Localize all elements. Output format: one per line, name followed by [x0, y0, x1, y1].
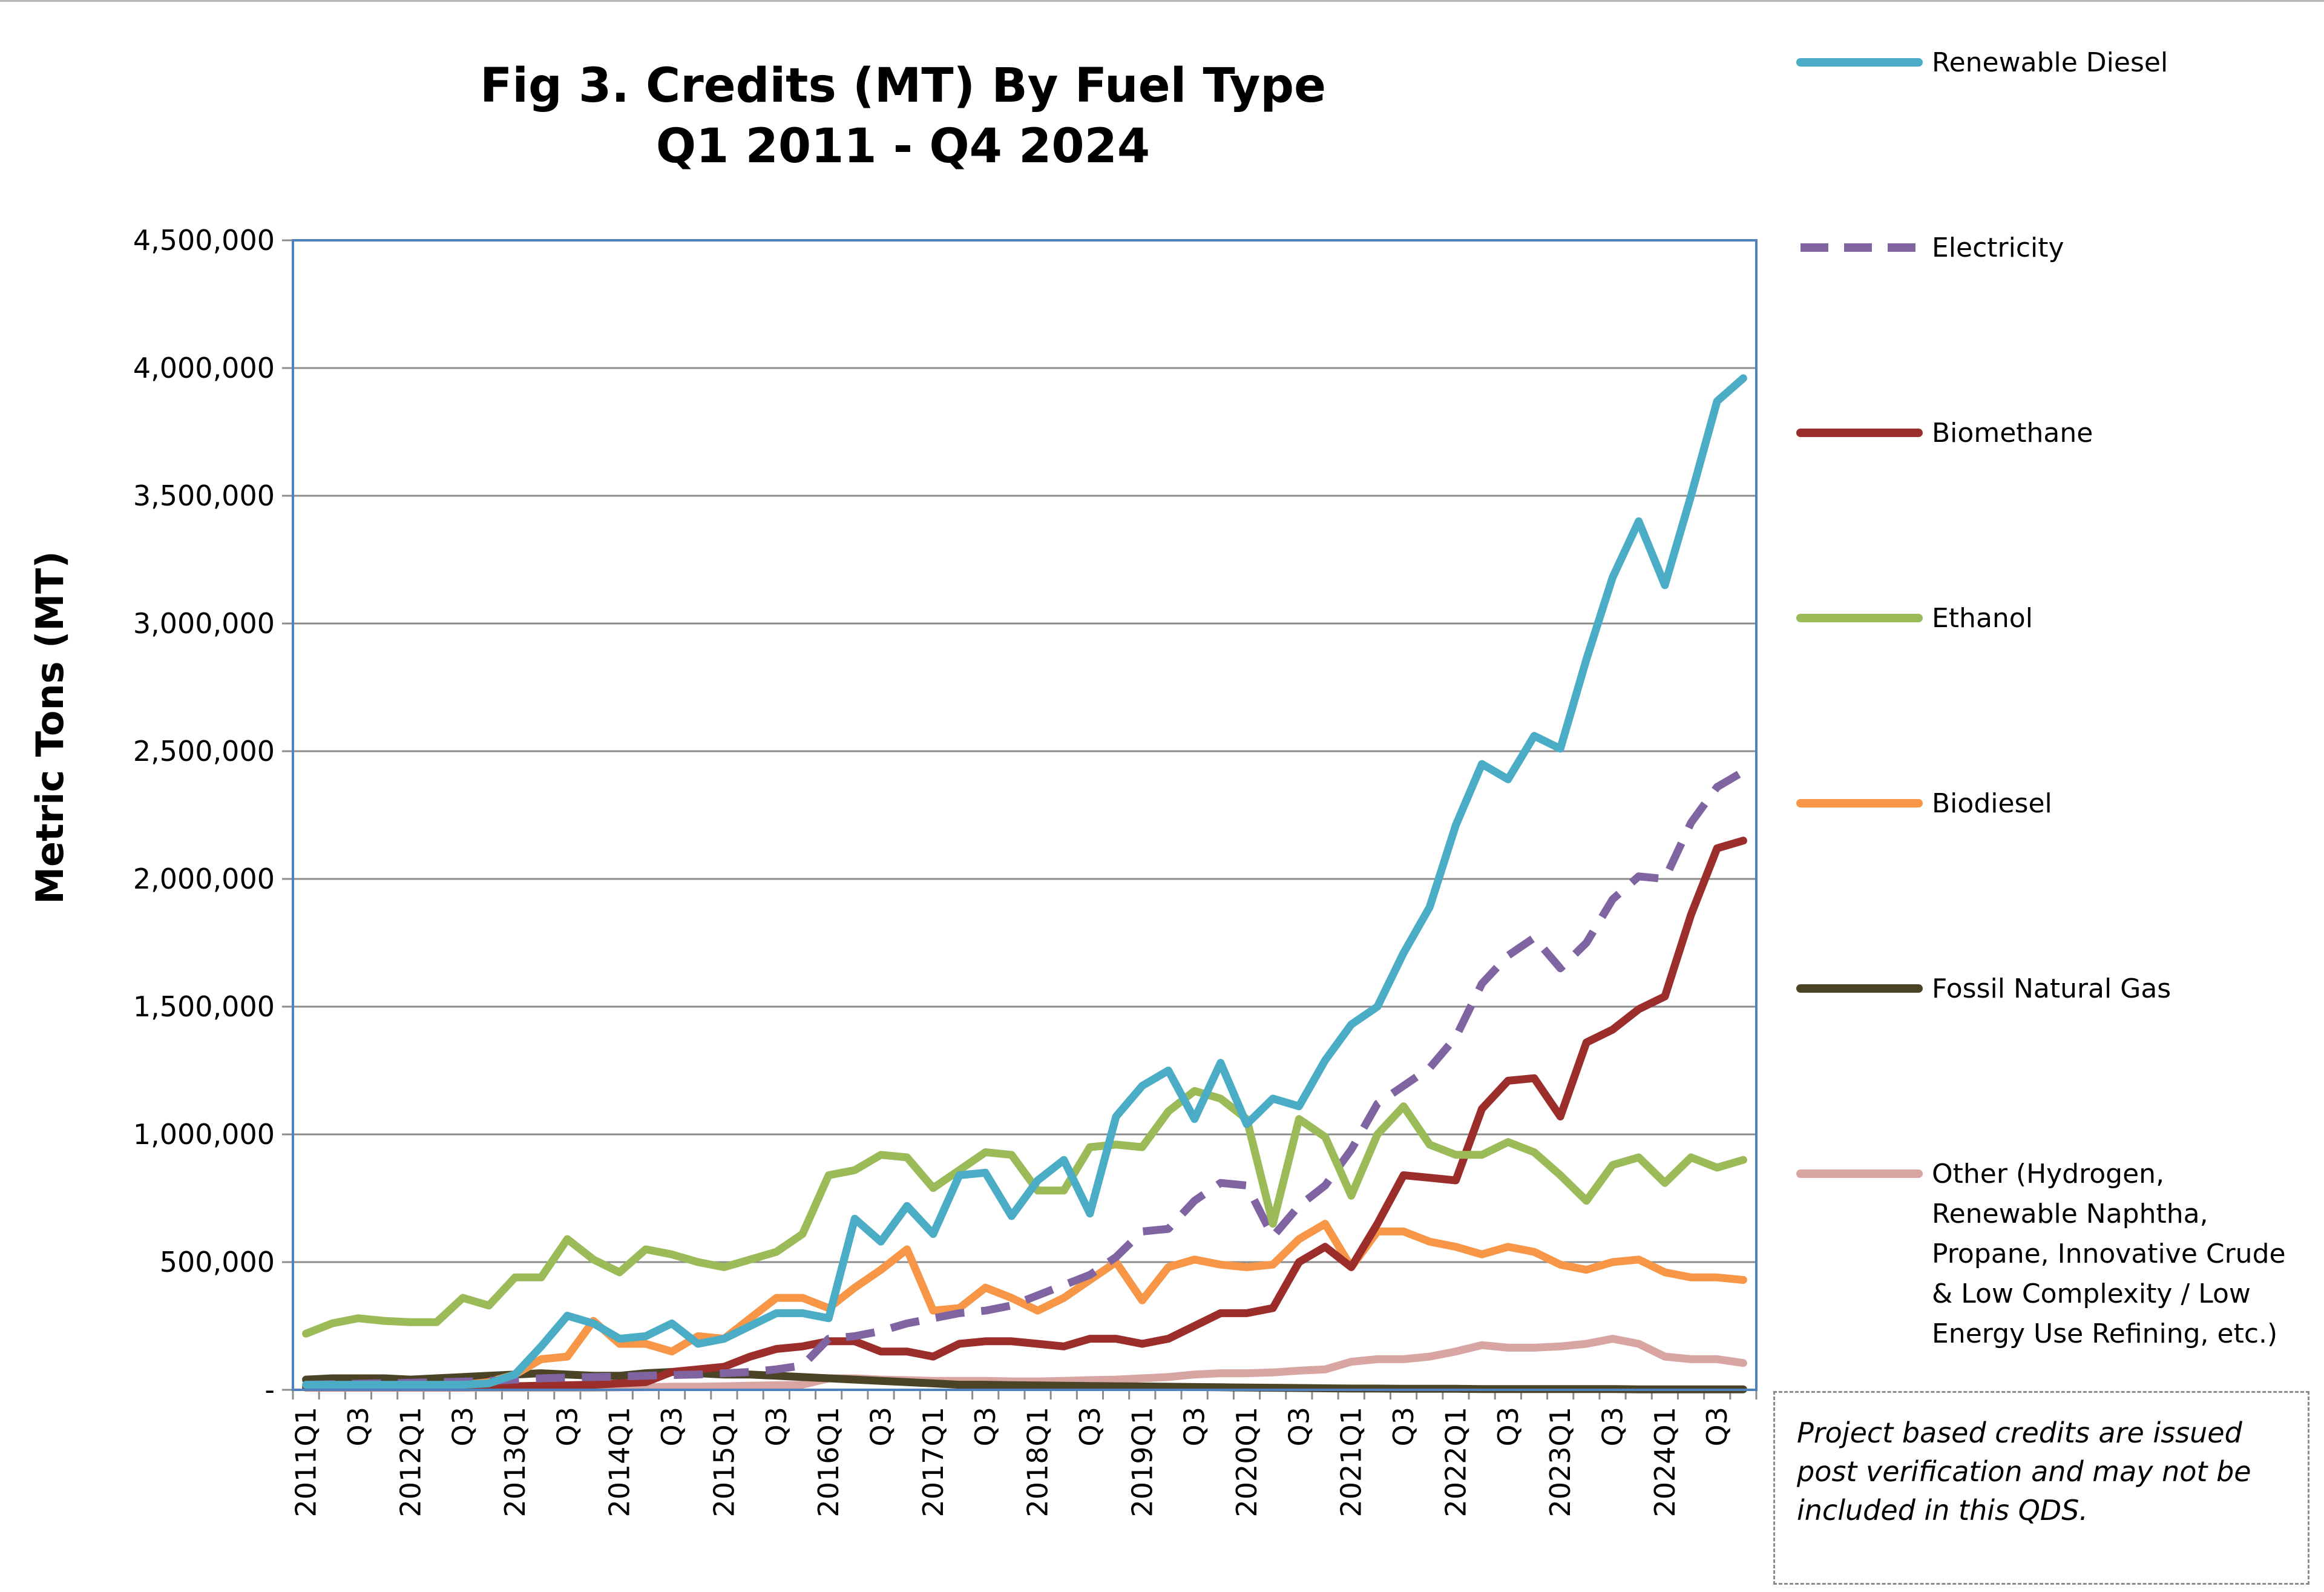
- x-tick-label: 2018Q1: [1022, 1407, 1054, 1518]
- gridlines: [293, 367, 1756, 1263]
- y-tick-label: 3,500,000: [133, 479, 275, 512]
- x-tick-label: Q3: [447, 1407, 479, 1446]
- series-line-ethanol: [302, 1087, 1747, 1338]
- x-tick-label: 2016Q1: [812, 1407, 845, 1518]
- note-line-3: included in this QDS.: [1797, 1494, 2089, 1527]
- legend-label: Other (Hydrogen,: [1932, 1159, 2164, 1189]
- plot-area-border: [292, 239, 1758, 1391]
- legend-label: Ethanol: [1932, 603, 2033, 634]
- legend: Renewable Diesel Electricity Biomethane Eth…: [1796, 47, 2286, 1349]
- x-tick-label: 2017Q1: [917, 1407, 950, 1518]
- y-tick-label: 1,500,000: [133, 990, 275, 1023]
- legend-label: Electricity: [1932, 232, 2064, 263]
- x-tick-label: 2015Q1: [707, 1407, 740, 1518]
- y-tick-label: 4,500,000: [133, 224, 275, 257]
- legend-label: Biomethane: [1932, 418, 2093, 449]
- x-tick-label: Q3: [342, 1407, 375, 1446]
- x-tick-label: Q3: [655, 1407, 688, 1446]
- x-tick-label: 2020Q1: [1230, 1407, 1263, 1518]
- series-lines: [302, 374, 1747, 1393]
- x-tick-label: Q3: [551, 1407, 583, 1446]
- x-tick-label: Q3: [1074, 1407, 1106, 1446]
- y-axis-ticks: - 500,000 1,000,000 1,500,000 2,000,000 2,500…: [133, 224, 293, 1406]
- x-tick-label: 2022Q1: [1439, 1407, 1472, 1518]
- y-tick-label: 500,000: [160, 1246, 275, 1278]
- legend-label: Energy Use Refining, etc.): [1932, 1318, 2277, 1349]
- x-tick-label: 2021Q1: [1335, 1407, 1368, 1518]
- x-tick-label: 2019Q1: [1126, 1407, 1158, 1518]
- y-tick-label: 3,000,000: [133, 607, 275, 640]
- x-axis-ticks: 2011Q1 Q3 2012Q1 Q3 2013Q1 Q3 2014Q1 Q3 2015Q1 Q3…: [290, 1390, 1758, 1518]
- x-tick-label: Q3: [1387, 1407, 1420, 1446]
- y-axis-label: Metric Tons (MT): [28, 551, 72, 904]
- x-tick-label: 2024Q1: [1649, 1407, 1681, 1518]
- y-tick-label: 2,000,000: [133, 863, 275, 895]
- y-tick-label: -: [264, 1373, 275, 1406]
- y-tick-label: 2,500,000: [133, 735, 275, 768]
- series-line-renewable: [302, 374, 1747, 1389]
- x-tick-label: Q3: [865, 1407, 898, 1446]
- x-tick-label: 2023Q1: [1544, 1407, 1577, 1518]
- x-tick-label: Q3: [1701, 1407, 1733, 1446]
- x-tick-label: 2013Q1: [499, 1407, 531, 1518]
- x-tick-label: 2012Q1: [394, 1407, 427, 1518]
- y-tick-label: 4,000,000: [133, 352, 275, 384]
- chart-title: Fig 3. Credits (MT) By Fuel Type Q1 2011…: [480, 59, 1326, 174]
- x-tick-label: 2014Q1: [603, 1407, 636, 1518]
- x-tick-label: 2011Q1: [290, 1407, 323, 1518]
- x-tick-label: Q3: [969, 1407, 1002, 1446]
- legend-label: Propane, Innovative Crude: [1932, 1238, 2286, 1269]
- legend-label: Fossil Natural Gas: [1932, 973, 2171, 1004]
- note-line-1: Project based credits are issued: [1797, 1416, 2242, 1449]
- legend-label: Biodiesel: [1932, 788, 2052, 819]
- series-line-biodiesel: [302, 1220, 1747, 1390]
- chart-title-line-1: Fig 3. Credits (MT) By Fuel Type: [480, 59, 1326, 113]
- legend-label: Renewable Naphtha,: [1932, 1199, 2208, 1229]
- y-tick-label: 1,000,000: [133, 1118, 275, 1151]
- note-box: Project based credits are issued post ve…: [1773, 1391, 2309, 1585]
- series-line-biomethane: [302, 837, 1747, 1392]
- x-tick-label: Q3: [760, 1407, 793, 1446]
- series-line-electricity: [306, 768, 1745, 1389]
- legend-label: Renewable Diesel: [1932, 47, 2168, 78]
- x-tick-label: Q3: [1597, 1407, 1629, 1446]
- legend-label: & Low Complexity / Low: [1932, 1278, 2251, 1309]
- x-tick-label: Q3: [1178, 1407, 1211, 1446]
- chart-title-line-2: Q1 2011 - Q4 2024: [656, 119, 1150, 174]
- x-tick-label: Q3: [1492, 1407, 1525, 1446]
- note-line-2: post verification and may not be: [1797, 1455, 2251, 1488]
- x-tick-label: Q3: [1282, 1407, 1315, 1446]
